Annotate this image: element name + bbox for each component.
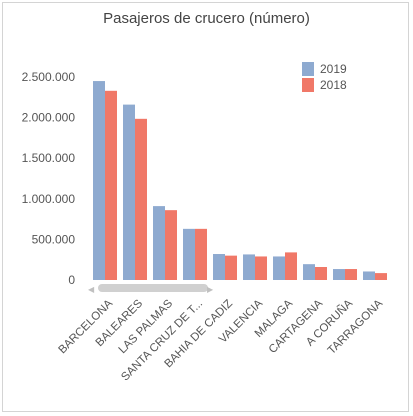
bar-2018 [345, 269, 357, 280]
scroll-right-arrow[interactable]: ▶ [207, 285, 214, 294]
y-tick-label: 2.500.000 [22, 70, 76, 84]
scroll-left-arrow[interactable]: ◀ [88, 285, 95, 294]
legend-swatch-2018 [302, 78, 314, 92]
bar-2018 [255, 256, 267, 280]
bar-2018 [375, 273, 387, 280]
bar-2018 [165, 210, 177, 280]
y-tick-label: 2.000.000 [22, 111, 76, 125]
bar-2018 [285, 252, 297, 280]
bar-2019 [93, 81, 105, 280]
y-tick-label: 0 [68, 273, 75, 287]
y-axis: 2.500.000 2.000.000 1.500.000 1.000.000 500.… [22, 70, 76, 287]
bar-2018 [135, 118, 147, 281]
chart-frame [2, 2, 409, 412]
legend-label-2019: 2019 [320, 62, 347, 76]
bar-2018 [105, 90, 117, 280]
bar-2019 [153, 206, 165, 280]
bar-2019 [213, 254, 225, 280]
bar-2018 [315, 267, 327, 280]
legend-label-2018: 2018 [320, 78, 347, 92]
bar-2019 [183, 228, 195, 280]
legend-swatch-2019 [302, 62, 314, 76]
bar-2019 [243, 254, 255, 280]
bar-2018 [195, 228, 207, 280]
bar-2019 [123, 104, 135, 280]
bar-2019 [333, 269, 345, 280]
scrollbar-thumb[interactable] [98, 284, 208, 292]
bars [93, 81, 387, 281]
bar-2019 [303, 264, 315, 280]
chart-title: Pasajeros de crucero (número) [103, 10, 310, 27]
bar-2018 [225, 255, 237, 280]
horizontal-scrollbar[interactable]: ◀ ▶ [88, 284, 214, 294]
y-tick-label: 1.000.000 [22, 192, 76, 206]
bar-2019 [363, 271, 375, 280]
legend: 2019 2018 [302, 62, 347, 92]
y-tick-label: 1.500.000 [22, 151, 76, 165]
x-tick-label: TARRAGONA [326, 297, 386, 357]
bar-2019 [273, 256, 285, 280]
y-tick-label: 500.000 [32, 232, 76, 246]
